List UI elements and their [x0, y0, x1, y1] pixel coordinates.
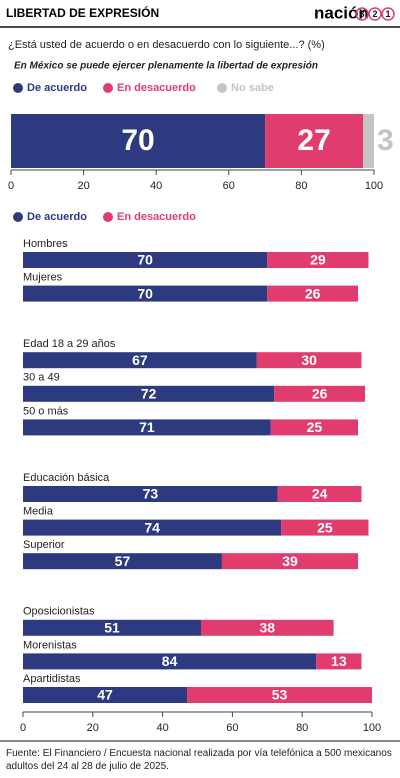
value-label: 70	[137, 285, 153, 301]
legend-marker	[217, 83, 227, 93]
x-tick-label: 100	[365, 180, 383, 192]
logo-digit: 1	[385, 9, 390, 19]
value-label: 74	[144, 519, 160, 535]
bar-segment	[200, 619, 334, 636]
header-title: LIBERTAD DE EXPRESIÓN	[6, 5, 159, 20]
value-label: 71	[139, 419, 155, 435]
bar-segment	[23, 653, 317, 670]
value-label: 24	[312, 486, 328, 502]
x-tick-label: 20	[87, 722, 99, 734]
category-label: Oposicionistas	[23, 606, 95, 618]
category-label: Edad 18 a 29 años	[23, 338, 116, 350]
bar-segment	[267, 252, 369, 268]
bar-segment	[316, 653, 362, 670]
bar-segment	[23, 486, 278, 502]
x-tick-label: 80	[296, 722, 308, 734]
category-label: Apartidistas	[23, 673, 81, 685]
legend-marker	[13, 83, 23, 93]
x-tick-label: 20	[77, 180, 89, 192]
legend-marker	[103, 212, 113, 222]
bar-segment	[11, 114, 266, 168]
bar-segment	[267, 285, 359, 302]
question: ¿Está usted de acuerdo o en desacuerdo c…	[8, 39, 325, 51]
bar-segment	[23, 285, 268, 302]
bar-segment	[187, 687, 372, 703]
logo-digit: 2	[372, 9, 377, 19]
logo: nación	[314, 3, 369, 22]
logo-digit: 3	[359, 9, 364, 19]
legend-marker	[103, 83, 113, 93]
value-label: 39	[282, 553, 298, 569]
value-label: 57	[115, 553, 131, 569]
value-label: 25	[317, 519, 333, 535]
legend-label: No sabe	[231, 82, 274, 94]
legend-marker	[13, 212, 23, 222]
logo-circle	[368, 7, 382, 21]
x-tick-label: 0	[20, 722, 26, 734]
logo-circle	[381, 7, 395, 21]
x-tick-label: 100	[363, 722, 381, 734]
value-label: 3	[377, 124, 394, 157]
category-label: 30 a 49	[23, 372, 60, 384]
legend-label: En desacuerdo	[117, 211, 196, 223]
category-label: Mujeres	[23, 272, 63, 284]
bar-segment	[23, 619, 201, 636]
x-tick-label: 0	[8, 180, 14, 192]
value-label: 29	[310, 252, 326, 268]
category-label: 50 o más	[23, 405, 69, 417]
bar-segment	[270, 419, 359, 436]
bar-segment	[23, 553, 222, 570]
logo-circle	[355, 7, 369, 21]
value-label: 73	[143, 486, 159, 502]
value-label: 47	[97, 687, 113, 703]
x-tick-label: 60	[226, 722, 238, 734]
x-tick-label: 40	[150, 180, 162, 192]
category-label: Hombres	[23, 238, 68, 250]
value-label: 53	[272, 687, 288, 703]
bar-segment	[281, 519, 369, 536]
value-label: 27	[297, 124, 330, 157]
legend-label: De acuerdo	[27, 211, 87, 223]
bar-segment	[23, 385, 275, 402]
value-label: 26	[312, 386, 328, 402]
value-label: 84	[162, 653, 178, 669]
value-label: 30	[301, 352, 317, 368]
legend-label: En desacuerdo	[117, 82, 196, 94]
value-label: 25	[307, 419, 323, 435]
category-label: Morenistas	[23, 639, 77, 651]
value-label: 70	[121, 124, 154, 157]
category-label: Media	[23, 506, 54, 518]
legend-label: De acuerdo	[27, 82, 87, 94]
category-label: Educación básica	[23, 472, 110, 484]
chart-subtitle: En México se puede ejercer plenamente la…	[14, 61, 318, 72]
value-label: 26	[305, 285, 321, 301]
bar-segment	[274, 385, 366, 402]
bar-segment	[277, 486, 362, 502]
bar-segment	[256, 352, 362, 369]
bar-segment	[23, 352, 257, 369]
value-label: 70	[137, 252, 153, 268]
bar-segment	[23, 687, 188, 703]
bar-segment	[363, 114, 374, 168]
value-label: 13	[331, 653, 347, 669]
bar-segment	[221, 553, 359, 570]
x-tick-label: 60	[223, 180, 235, 192]
bar-segment	[23, 519, 282, 536]
value-label: 38	[260, 620, 276, 636]
source: Fuente: El Financiero / Encuesta naciona…	[6, 748, 392, 772]
value-label: 67	[132, 352, 148, 368]
x-tick-label: 80	[295, 180, 307, 192]
bar-segment	[265, 114, 364, 168]
bar-segment	[23, 252, 268, 268]
value-label: 51	[104, 620, 120, 636]
value-label: 72	[141, 386, 157, 402]
bar-segment	[23, 419, 271, 436]
category-label: Superior	[23, 539, 65, 551]
x-tick-label: 40	[156, 722, 168, 734]
